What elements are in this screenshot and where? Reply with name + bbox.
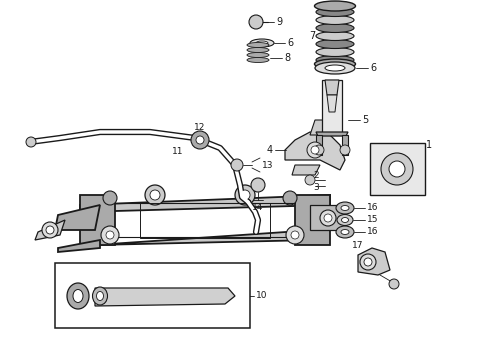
Ellipse shape <box>250 39 274 47</box>
Text: 4: 4 <box>267 145 273 155</box>
Circle shape <box>291 231 299 239</box>
Polygon shape <box>292 165 320 175</box>
Text: 15: 15 <box>367 216 378 225</box>
Polygon shape <box>35 220 65 240</box>
Bar <box>370 143 425 195</box>
Text: 9: 9 <box>276 17 282 27</box>
Circle shape <box>283 191 297 205</box>
Circle shape <box>324 214 332 222</box>
Ellipse shape <box>336 202 354 214</box>
Circle shape <box>101 226 119 244</box>
Ellipse shape <box>316 8 354 17</box>
Polygon shape <box>58 240 100 252</box>
Text: 13: 13 <box>262 161 273 170</box>
Circle shape <box>311 146 319 154</box>
Ellipse shape <box>316 40 354 49</box>
Circle shape <box>360 254 376 270</box>
Circle shape <box>231 159 243 171</box>
Ellipse shape <box>73 289 83 302</box>
Polygon shape <box>95 230 315 245</box>
Circle shape <box>42 222 58 238</box>
Circle shape <box>150 190 160 200</box>
Polygon shape <box>327 95 337 112</box>
Ellipse shape <box>337 215 353 225</box>
Text: 12: 12 <box>195 122 206 131</box>
Ellipse shape <box>247 42 269 48</box>
Text: 11: 11 <box>172 148 184 157</box>
Text: 10: 10 <box>256 292 268 301</box>
Text: 1: 1 <box>426 140 432 150</box>
Ellipse shape <box>316 15 354 24</box>
Ellipse shape <box>97 292 103 301</box>
Bar <box>55 263 250 328</box>
Text: 14: 14 <box>252 203 264 212</box>
Circle shape <box>191 131 209 149</box>
Ellipse shape <box>247 58 269 63</box>
Ellipse shape <box>316 23 354 32</box>
Ellipse shape <box>93 287 107 305</box>
Ellipse shape <box>341 206 349 211</box>
Circle shape <box>314 145 324 155</box>
Ellipse shape <box>342 217 348 222</box>
Ellipse shape <box>316 48 354 57</box>
Circle shape <box>145 185 165 205</box>
Circle shape <box>286 226 304 244</box>
Circle shape <box>196 136 204 144</box>
Polygon shape <box>310 120 330 135</box>
Polygon shape <box>95 288 235 306</box>
Circle shape <box>340 145 350 155</box>
Circle shape <box>320 210 336 226</box>
Polygon shape <box>285 132 345 170</box>
Circle shape <box>251 178 265 192</box>
Ellipse shape <box>336 226 354 238</box>
Polygon shape <box>80 195 115 245</box>
Polygon shape <box>316 135 322 155</box>
Ellipse shape <box>316 31 354 40</box>
Ellipse shape <box>325 65 345 71</box>
Ellipse shape <box>316 55 354 64</box>
Circle shape <box>249 15 263 29</box>
Circle shape <box>106 231 114 239</box>
Circle shape <box>389 161 405 177</box>
Ellipse shape <box>315 1 356 11</box>
Text: 16: 16 <box>367 203 378 212</box>
Circle shape <box>235 185 255 205</box>
Circle shape <box>26 137 36 147</box>
Circle shape <box>305 175 315 185</box>
Text: 8: 8 <box>284 53 290 63</box>
Text: 6: 6 <box>370 63 376 73</box>
Ellipse shape <box>247 53 269 58</box>
Polygon shape <box>316 132 348 136</box>
Text: 2: 2 <box>313 171 318 180</box>
Bar <box>140 203 270 238</box>
Text: 5: 5 <box>362 115 368 125</box>
Ellipse shape <box>256 41 268 45</box>
Circle shape <box>389 279 399 289</box>
Text: 7: 7 <box>309 31 315 41</box>
Polygon shape <box>55 205 100 230</box>
Text: 16: 16 <box>367 228 378 237</box>
Circle shape <box>103 191 117 205</box>
Text: 6: 6 <box>287 38 293 48</box>
Text: 17: 17 <box>352 240 364 249</box>
Ellipse shape <box>247 48 269 53</box>
Polygon shape <box>358 248 390 275</box>
Bar <box>322 80 342 135</box>
Polygon shape <box>310 205 345 230</box>
Ellipse shape <box>315 59 356 69</box>
Polygon shape <box>325 80 339 95</box>
Circle shape <box>381 153 413 185</box>
Ellipse shape <box>341 230 349 234</box>
Circle shape <box>46 226 54 234</box>
Polygon shape <box>80 195 330 212</box>
Polygon shape <box>342 135 348 155</box>
Circle shape <box>364 258 372 266</box>
Text: 3: 3 <box>313 184 319 193</box>
Polygon shape <box>295 195 330 245</box>
Ellipse shape <box>315 62 355 74</box>
Ellipse shape <box>67 283 89 309</box>
Circle shape <box>307 142 323 158</box>
Circle shape <box>240 190 250 200</box>
